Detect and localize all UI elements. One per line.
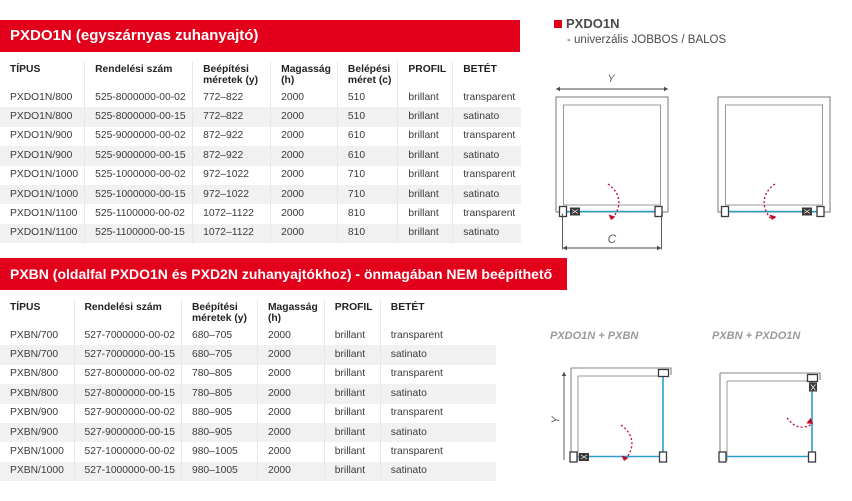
svg-text:Y: Y (550, 416, 562, 424)
svg-text:Y: Y (607, 73, 615, 85)
svg-text:C: C (608, 232, 617, 246)
